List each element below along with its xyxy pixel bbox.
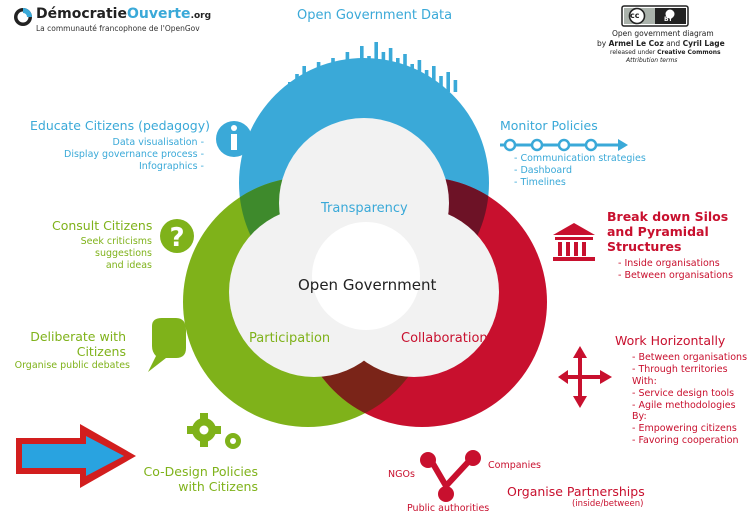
public-authorities-label: Public authorities bbox=[407, 503, 490, 514]
ngos-label: NGOs bbox=[388, 469, 415, 480]
collaboration-label: Collaboration bbox=[401, 331, 488, 346]
info-icon bbox=[216, 121, 252, 157]
horizontal-title: Work Horizontally bbox=[615, 333, 726, 348]
timeline-arrow-icon bbox=[500, 138, 628, 152]
educate-item: Infographics - bbox=[138, 160, 204, 172]
consult-item: and ideas bbox=[105, 259, 152, 271]
license-line4: Attribution terms bbox=[626, 57, 678, 64]
license-author1: Armel Le Coz bbox=[608, 39, 664, 48]
open-data-bar bbox=[446, 72, 450, 92]
deliberate-title-line2: Citizens bbox=[76, 344, 126, 359]
horizontal-item: By: bbox=[632, 411, 647, 423]
logo-part1: Démocratie bbox=[36, 6, 127, 22]
deliberate-title-line1: Deliberate with bbox=[30, 329, 126, 344]
license-name: Creative Commons bbox=[657, 49, 721, 56]
horizontal-item: - Empowering citizens bbox=[632, 423, 737, 435]
monitor-title: Monitor Policies bbox=[500, 118, 598, 133]
license-line3: released under Creative Commons bbox=[610, 49, 721, 56]
svg-text:?: ? bbox=[169, 223, 184, 253]
open-data-bar bbox=[432, 66, 436, 92]
logo-tld: .org bbox=[190, 11, 212, 21]
creative-commons-badge bbox=[621, 5, 689, 27]
license-author2: Cyril Lage bbox=[682, 39, 725, 48]
license-and: and bbox=[663, 39, 683, 48]
logo-icon bbox=[14, 8, 32, 26]
educate-title: Educate Citizens (pedagogy) bbox=[30, 118, 210, 133]
educate-list: Data visualisation - Display governance … bbox=[40, 137, 204, 173]
horizontal-item: - Through territories bbox=[632, 363, 728, 375]
gears-icon bbox=[187, 413, 241, 449]
silos-item: - Between organisations bbox=[618, 269, 734, 281]
center-circle bbox=[312, 222, 420, 330]
codesign-title: Co-Design Policies with Citizens bbox=[138, 464, 258, 494]
building-icon bbox=[553, 223, 595, 261]
license-line2: by Armel Le Coz and Cyril Lage bbox=[597, 39, 725, 48]
venn-diagram bbox=[183, 58, 547, 427]
license-released: released under bbox=[610, 49, 658, 56]
question-mark-icon: ? bbox=[160, 219, 194, 253]
horizontal-item: With: bbox=[632, 375, 657, 387]
codesign-title-line1: Co-Design Policies bbox=[143, 464, 258, 479]
silos-list: - Inside organisations - Between organis… bbox=[618, 258, 733, 282]
horizontal-list: - Between organisations - Through territ… bbox=[632, 352, 747, 447]
center-title: Open Government bbox=[298, 276, 437, 294]
logo-part2: Ouverte bbox=[126, 6, 191, 22]
monitor-list: - Communication strategies - Dashboard -… bbox=[514, 153, 646, 189]
red-arrow-pointer bbox=[16, 424, 136, 488]
companies-label: Companies bbox=[488, 460, 542, 471]
logo-wordmark: DémocratieOuverte.org bbox=[36, 6, 211, 23]
deliberate-title: Deliberate with Citizens bbox=[20, 329, 126, 359]
consult-title: Consult Citizens bbox=[52, 218, 153, 233]
speech-bubble-icon bbox=[148, 318, 186, 372]
horizontal-item: - Agile methodologies bbox=[632, 399, 736, 411]
horizontal-item: - Favoring cooperation bbox=[632, 435, 739, 447]
participation-label: Participation bbox=[249, 331, 331, 346]
cc-label: cc bbox=[630, 11, 640, 20]
horizontal-item: - Service design tools bbox=[632, 387, 735, 399]
silos-title: Break down Silos and Pyramidal Structure… bbox=[607, 209, 728, 254]
open-data-bar bbox=[453, 80, 458, 92]
open-data-title: Open Government Data bbox=[297, 8, 453, 23]
consult-item: suggestions bbox=[95, 247, 152, 259]
partnerships-subtitle: (inside/between) bbox=[572, 499, 644, 509]
by-label: BY bbox=[664, 16, 673, 23]
silos-title-line2: and Pyramidal bbox=[607, 224, 709, 239]
monitor-item: - Timelines bbox=[514, 176, 566, 188]
open-data-bar bbox=[439, 76, 443, 92]
monitor-item: - Communication strategies bbox=[514, 153, 646, 164]
license-line1: Open government diagram bbox=[612, 29, 714, 38]
four-way-arrows-icon bbox=[558, 346, 612, 408]
silos-title-line3: Structures bbox=[607, 239, 682, 254]
codesign-title-line2: with Citizens bbox=[178, 479, 258, 494]
logo-tagline: La communauté francophone de l'OpenGov bbox=[36, 24, 200, 33]
deliberate-list: Organise public debates bbox=[10, 360, 130, 372]
consult-list: Seek criticisms suggestions and ideas bbox=[60, 236, 152, 272]
network-nodes-icon bbox=[420, 450, 481, 502]
silos-title-line1: Break down Silos bbox=[607, 209, 729, 224]
license-by-prefix: by bbox=[597, 39, 609, 48]
educate-item: Display governance process - bbox=[64, 148, 204, 160]
partnerships-title: Organise Partnerships bbox=[507, 484, 645, 499]
monitor-item: - Dashboard bbox=[514, 164, 572, 176]
silos-item: - Inside organisations bbox=[618, 258, 720, 269]
consult-item: Seek criticisms bbox=[80, 236, 152, 247]
educate-item: Data visualisation - bbox=[112, 137, 204, 148]
horizontal-item: - Between organisations bbox=[632, 352, 748, 363]
transparency-label: Transparency bbox=[321, 201, 408, 216]
deliberate-item: Organise public debates bbox=[14, 360, 130, 371]
